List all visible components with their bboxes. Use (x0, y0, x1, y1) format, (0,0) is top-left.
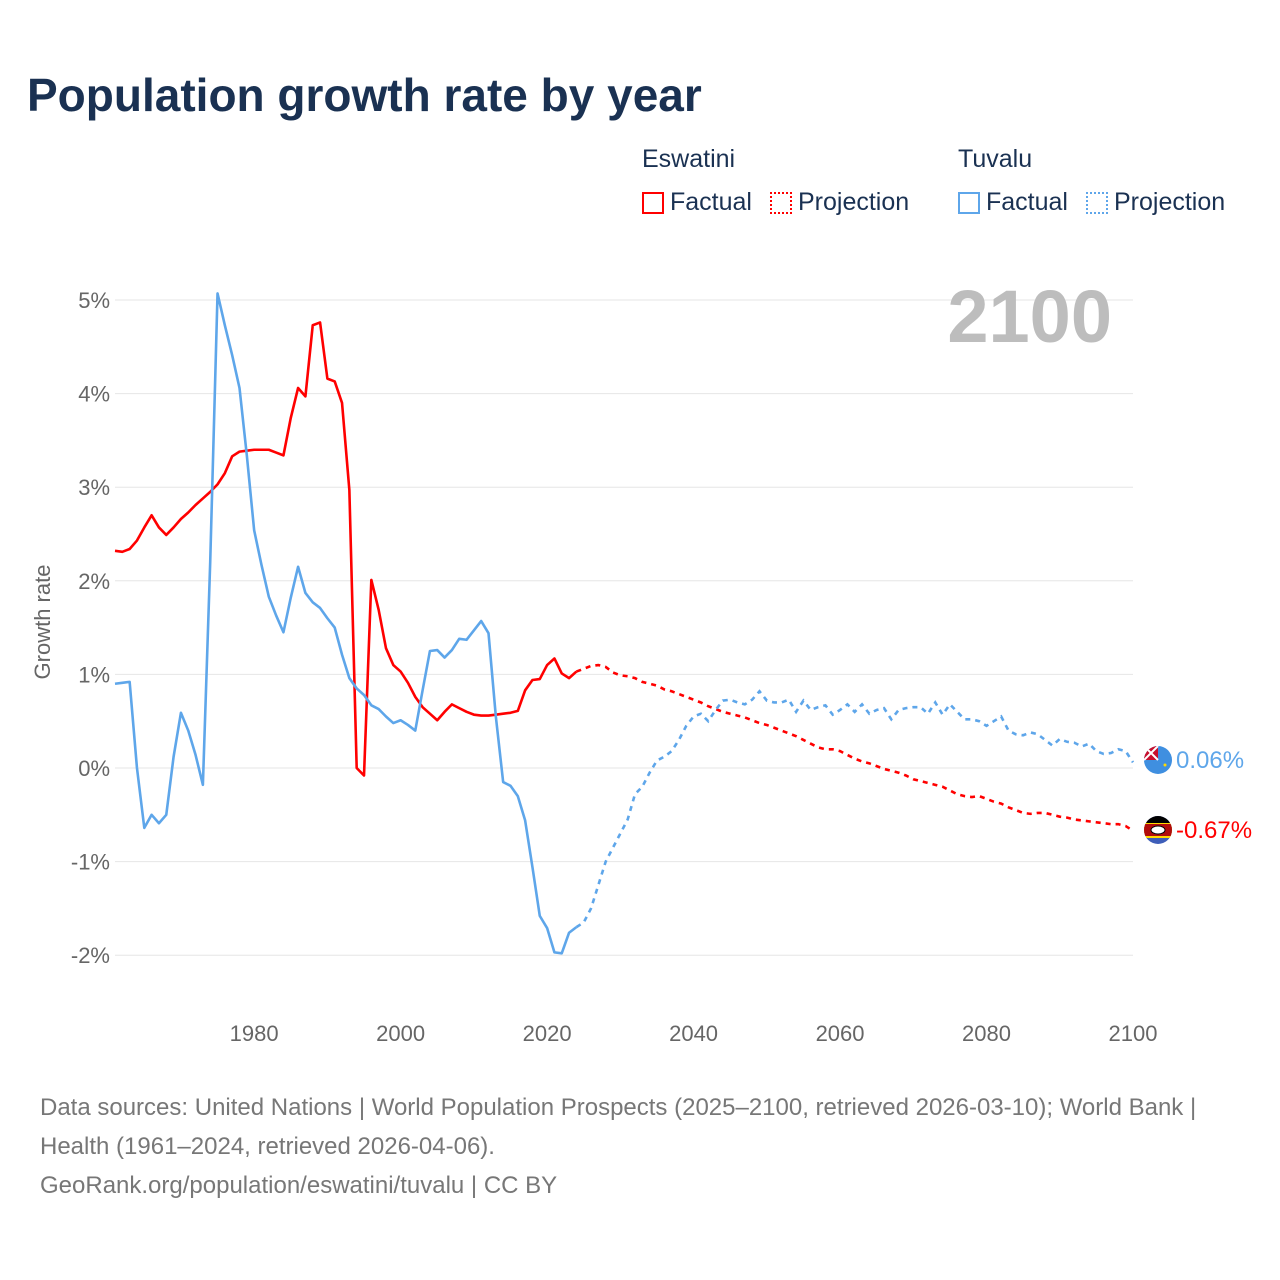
y-tick-label: -1% (71, 850, 110, 875)
x-tick-label: 1980 (230, 1021, 279, 1046)
eswatini-factual-line (114, 321, 578, 777)
flag-shield (1150, 825, 1166, 835)
tuvalu-projection-line (575, 689, 1135, 929)
y-tick-label: 3% (78, 475, 110, 500)
eswatini-projection-line (575, 663, 1134, 832)
tuvalu-end-value-label: 0.06% (1176, 747, 1244, 774)
credit-link[interactable]: GeoRank.org/population/eswatini/tuvalu |… (40, 1172, 558, 1199)
tuvalu-factual-line (114, 292, 578, 955)
y-tick-label: 2% (78, 569, 110, 594)
legend-tuvalu: Tuvalu Factual Projection (958, 145, 1235, 217)
legend-tuvalu-projection[interactable]: Projection (1085, 188, 1226, 217)
legend-label: Projection (797, 188, 910, 216)
y-tick-label: 0% (78, 756, 110, 781)
y-axis-label: Growth rate (30, 565, 55, 680)
data-sources: Data sources: United Nations | World Pop… (40, 1094, 1197, 1160)
tuvalu-flag-icon (1144, 746, 1172, 774)
chart-plot: 5% 4% 3% 2% 1% 0% -1% -2% 1980 2000 2020 2040 2060 20… (30, 275, 1252, 1046)
legend-swatch-dotted (769, 191, 792, 214)
legend-eswatini-factual[interactable]: Factual (642, 188, 752, 217)
flag-top (1144, 816, 1172, 823)
legend-tuvalu-factual[interactable]: Factual (958, 188, 1068, 217)
legend-swatch-solid (642, 191, 664, 214)
y-tick-label: -2% (71, 943, 110, 968)
legend-group-name: Tuvalu (958, 145, 1033, 173)
legend-group-name: Eswatini (642, 145, 736, 173)
eswatini-flag-icon (1144, 816, 1172, 844)
flag (1144, 816, 1172, 844)
y-tick-label: 5% (78, 288, 110, 313)
flag-star (1163, 763, 1167, 767)
eswatini-end-value-label: -0.67% (1176, 817, 1252, 844)
y-tick-label: 1% (78, 662, 110, 687)
legend-label: Projection (1113, 188, 1226, 216)
flag (1144, 746, 1172, 774)
x-tick-label: 2020 (523, 1021, 572, 1046)
y-tick-label: 4% (78, 382, 110, 407)
legend-swatch-solid (958, 191, 980, 214)
x-tick-label: 2000 (376, 1021, 425, 1046)
legend-label: Factual (670, 188, 752, 216)
x-tick-label: 2080 (962, 1021, 1011, 1046)
x-tick-label: 2060 (816, 1021, 865, 1046)
x-tick-label: 2040 (669, 1021, 718, 1046)
footer: Data sources: United Nations | World Pop… (40, 1088, 1240, 1205)
legend-eswatini-projection[interactable]: Projection (769, 188, 910, 217)
current-year-label: 2100 (947, 275, 1112, 358)
legend-swatch-dotted (1085, 191, 1108, 214)
x-tick-label: 2100 (1109, 1021, 1158, 1046)
chart-title: Population growth rate by year (27, 69, 702, 121)
legend-eswatini: Eswatini Factual Projection (642, 145, 919, 217)
legend-label: Factual (986, 188, 1068, 216)
